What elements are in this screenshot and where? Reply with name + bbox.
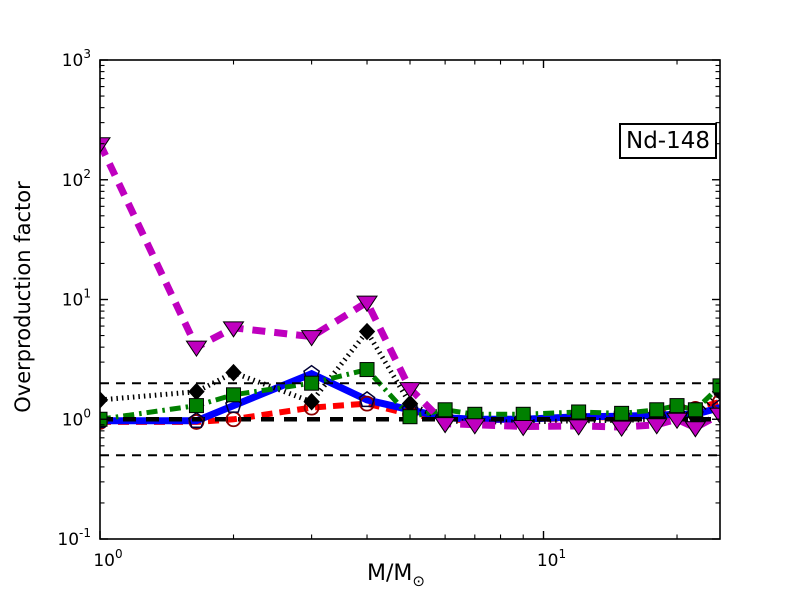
y-tick-label-10^-1: 10-1 <box>57 526 91 550</box>
x-axis-label-sub: ⊙ <box>412 572 425 590</box>
series-markers-green-dashdot-squares <box>100 362 720 427</box>
x-tick-label-10^1: 101 <box>537 547 566 571</box>
y-tick-label-10^3: 103 <box>62 47 91 71</box>
y-tick-label-10^1: 101 <box>62 287 91 311</box>
x-tick-label-10^0: 100 <box>93 547 122 571</box>
y-tick-label-10^0: 100 <box>62 406 91 430</box>
series-markers-magenta-thick-dashed-triangles <box>100 137 720 438</box>
isotope-label-box: Nd-148 <box>619 123 717 159</box>
series-line-magenta-thick-dashed-triangles <box>100 142 720 432</box>
ticks <box>99 59 720 540</box>
x-axis-label-base: M/M <box>367 561 412 586</box>
y-tick-label-10^2: 102 <box>62 167 91 191</box>
y-axis-label: Overproduction factor <box>11 181 35 413</box>
isotope-label: Nd-148 <box>625 128 710 154</box>
x-axis-label: M/M⊙ <box>367 561 425 590</box>
